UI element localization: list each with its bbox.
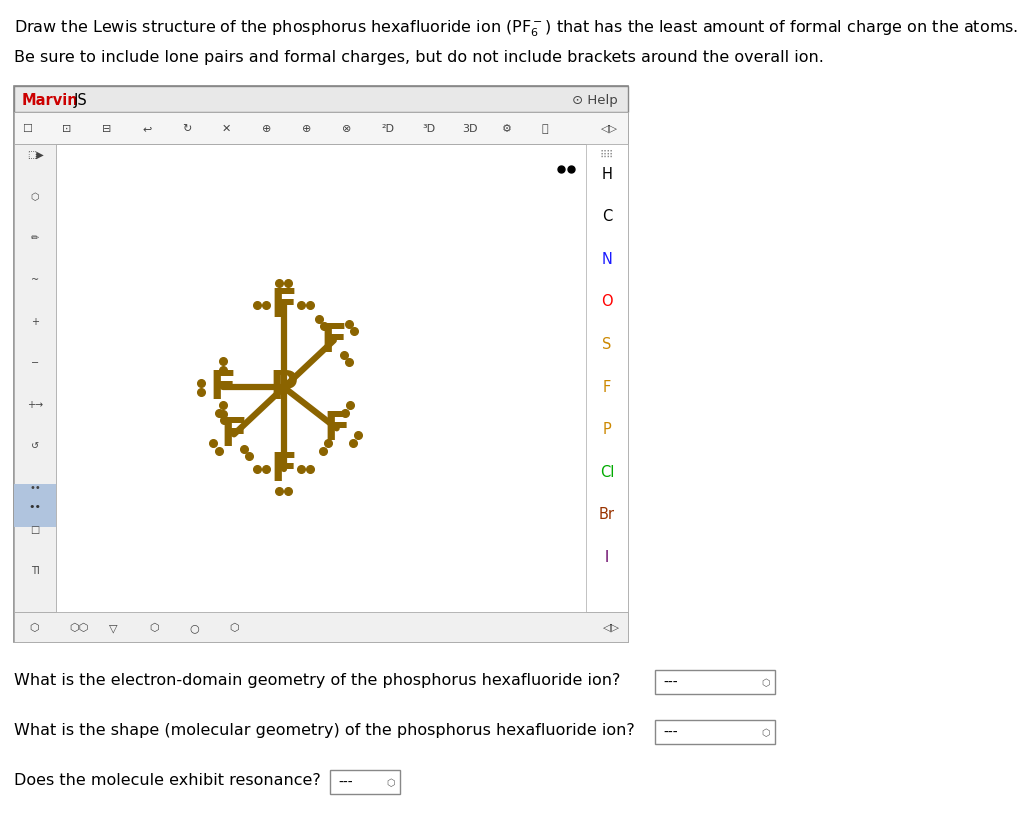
Text: ⊡: ⊡ (62, 124, 72, 134)
Text: Cl: Cl (600, 464, 614, 479)
Bar (655, 670, 775, 694)
Text: ◁▷: ◁▷ (603, 623, 620, 633)
Text: ⊕: ⊕ (302, 124, 311, 134)
Text: Be sure to include lone pairs and formal charges, but do not include brackets ar: Be sure to include lone pairs and formal… (14, 50, 824, 65)
Bar (586, 145, 628, 612)
Bar (14, 484, 56, 527)
Text: F: F (270, 450, 297, 489)
Text: +: + (31, 316, 39, 326)
Bar (655, 720, 775, 744)
Text: What is the shape (molecular geometry) of the phosphorus hexafluoride ion?: What is the shape (molecular geometry) o… (14, 722, 635, 737)
Text: P: P (269, 369, 298, 407)
Text: F: F (270, 287, 297, 325)
Bar (14, 145, 56, 612)
Text: TI: TI (31, 566, 39, 575)
Text: S: S (602, 336, 611, 352)
Text: P: P (603, 421, 611, 436)
Text: ---: --- (338, 775, 352, 789)
Text: ↩: ↩ (142, 124, 152, 134)
Text: I: I (605, 549, 609, 564)
Text: ⬡: ⬡ (229, 623, 239, 633)
Text: ↺: ↺ (31, 441, 39, 451)
Text: F: F (603, 379, 611, 394)
Bar (14, 87, 628, 113)
Text: −: − (31, 358, 39, 368)
Bar (14, 113, 628, 145)
Text: ³D: ³D (422, 124, 435, 134)
Text: ~: ~ (31, 275, 39, 285)
Text: F: F (321, 322, 347, 360)
Text: ◁▷: ◁▷ (601, 124, 618, 134)
Text: Draw the Lewis structure of the phosphorus hexafluoride ion (PF$_6^-$) that has : Draw the Lewis structure of the phosphor… (14, 18, 1018, 38)
Text: ⊕: ⊕ (262, 124, 271, 134)
Text: Br: Br (599, 507, 615, 522)
Text: ✕: ✕ (222, 124, 231, 134)
Text: ²D: ²D (382, 124, 395, 134)
Text: ○: ○ (189, 623, 199, 633)
Text: F: F (324, 410, 350, 448)
Text: ⬡: ⬡ (386, 777, 395, 787)
Text: What is the electron-domain geometry of the phosphorus hexafluoride ion?: What is the electron-domain geometry of … (14, 672, 621, 687)
Text: ⬚▶: ⬚▶ (27, 150, 43, 160)
Text: ••: •• (29, 501, 42, 511)
Text: ⊟: ⊟ (102, 124, 112, 134)
Text: Does the molecule exhibit resonance?: Does the molecule exhibit resonance? (14, 772, 321, 787)
Text: ⬡: ⬡ (762, 677, 770, 687)
Text: JS: JS (74, 93, 88, 108)
Text: F: F (220, 416, 247, 454)
Bar (14, 87, 628, 643)
Text: ⓘ: ⓘ (542, 124, 549, 134)
Bar (14, 612, 628, 643)
Text: ⬡: ⬡ (29, 623, 39, 633)
Text: □: □ (31, 524, 40, 534)
Text: ⬡⬡: ⬡⬡ (69, 623, 88, 633)
Text: ⚙: ⚙ (502, 124, 512, 134)
Text: 3D: 3D (462, 124, 477, 134)
Text: Marvin: Marvin (22, 93, 79, 108)
Bar (330, 770, 400, 794)
Text: ---: --- (663, 675, 678, 689)
Text: ☐: ☐ (22, 124, 32, 134)
Text: ⬡: ⬡ (31, 191, 39, 201)
Text: C: C (602, 209, 612, 224)
Text: ⠿⠿: ⠿⠿ (600, 150, 614, 160)
Text: ↻: ↻ (182, 124, 191, 134)
Text: +→: +→ (27, 399, 43, 409)
Text: F: F (210, 369, 237, 407)
Text: N: N (601, 252, 612, 267)
Text: H: H (601, 166, 612, 181)
Text: O: O (601, 294, 612, 309)
Text: ⊙ Help: ⊙ Help (572, 94, 618, 106)
Text: ✏: ✏ (31, 233, 39, 243)
Text: ⬡: ⬡ (150, 623, 159, 633)
Text: ▽: ▽ (109, 623, 118, 633)
Text: ••: •• (29, 483, 41, 493)
Text: ⊗: ⊗ (342, 124, 351, 134)
Text: ⬡: ⬡ (762, 727, 770, 737)
Text: ---: --- (663, 725, 678, 739)
